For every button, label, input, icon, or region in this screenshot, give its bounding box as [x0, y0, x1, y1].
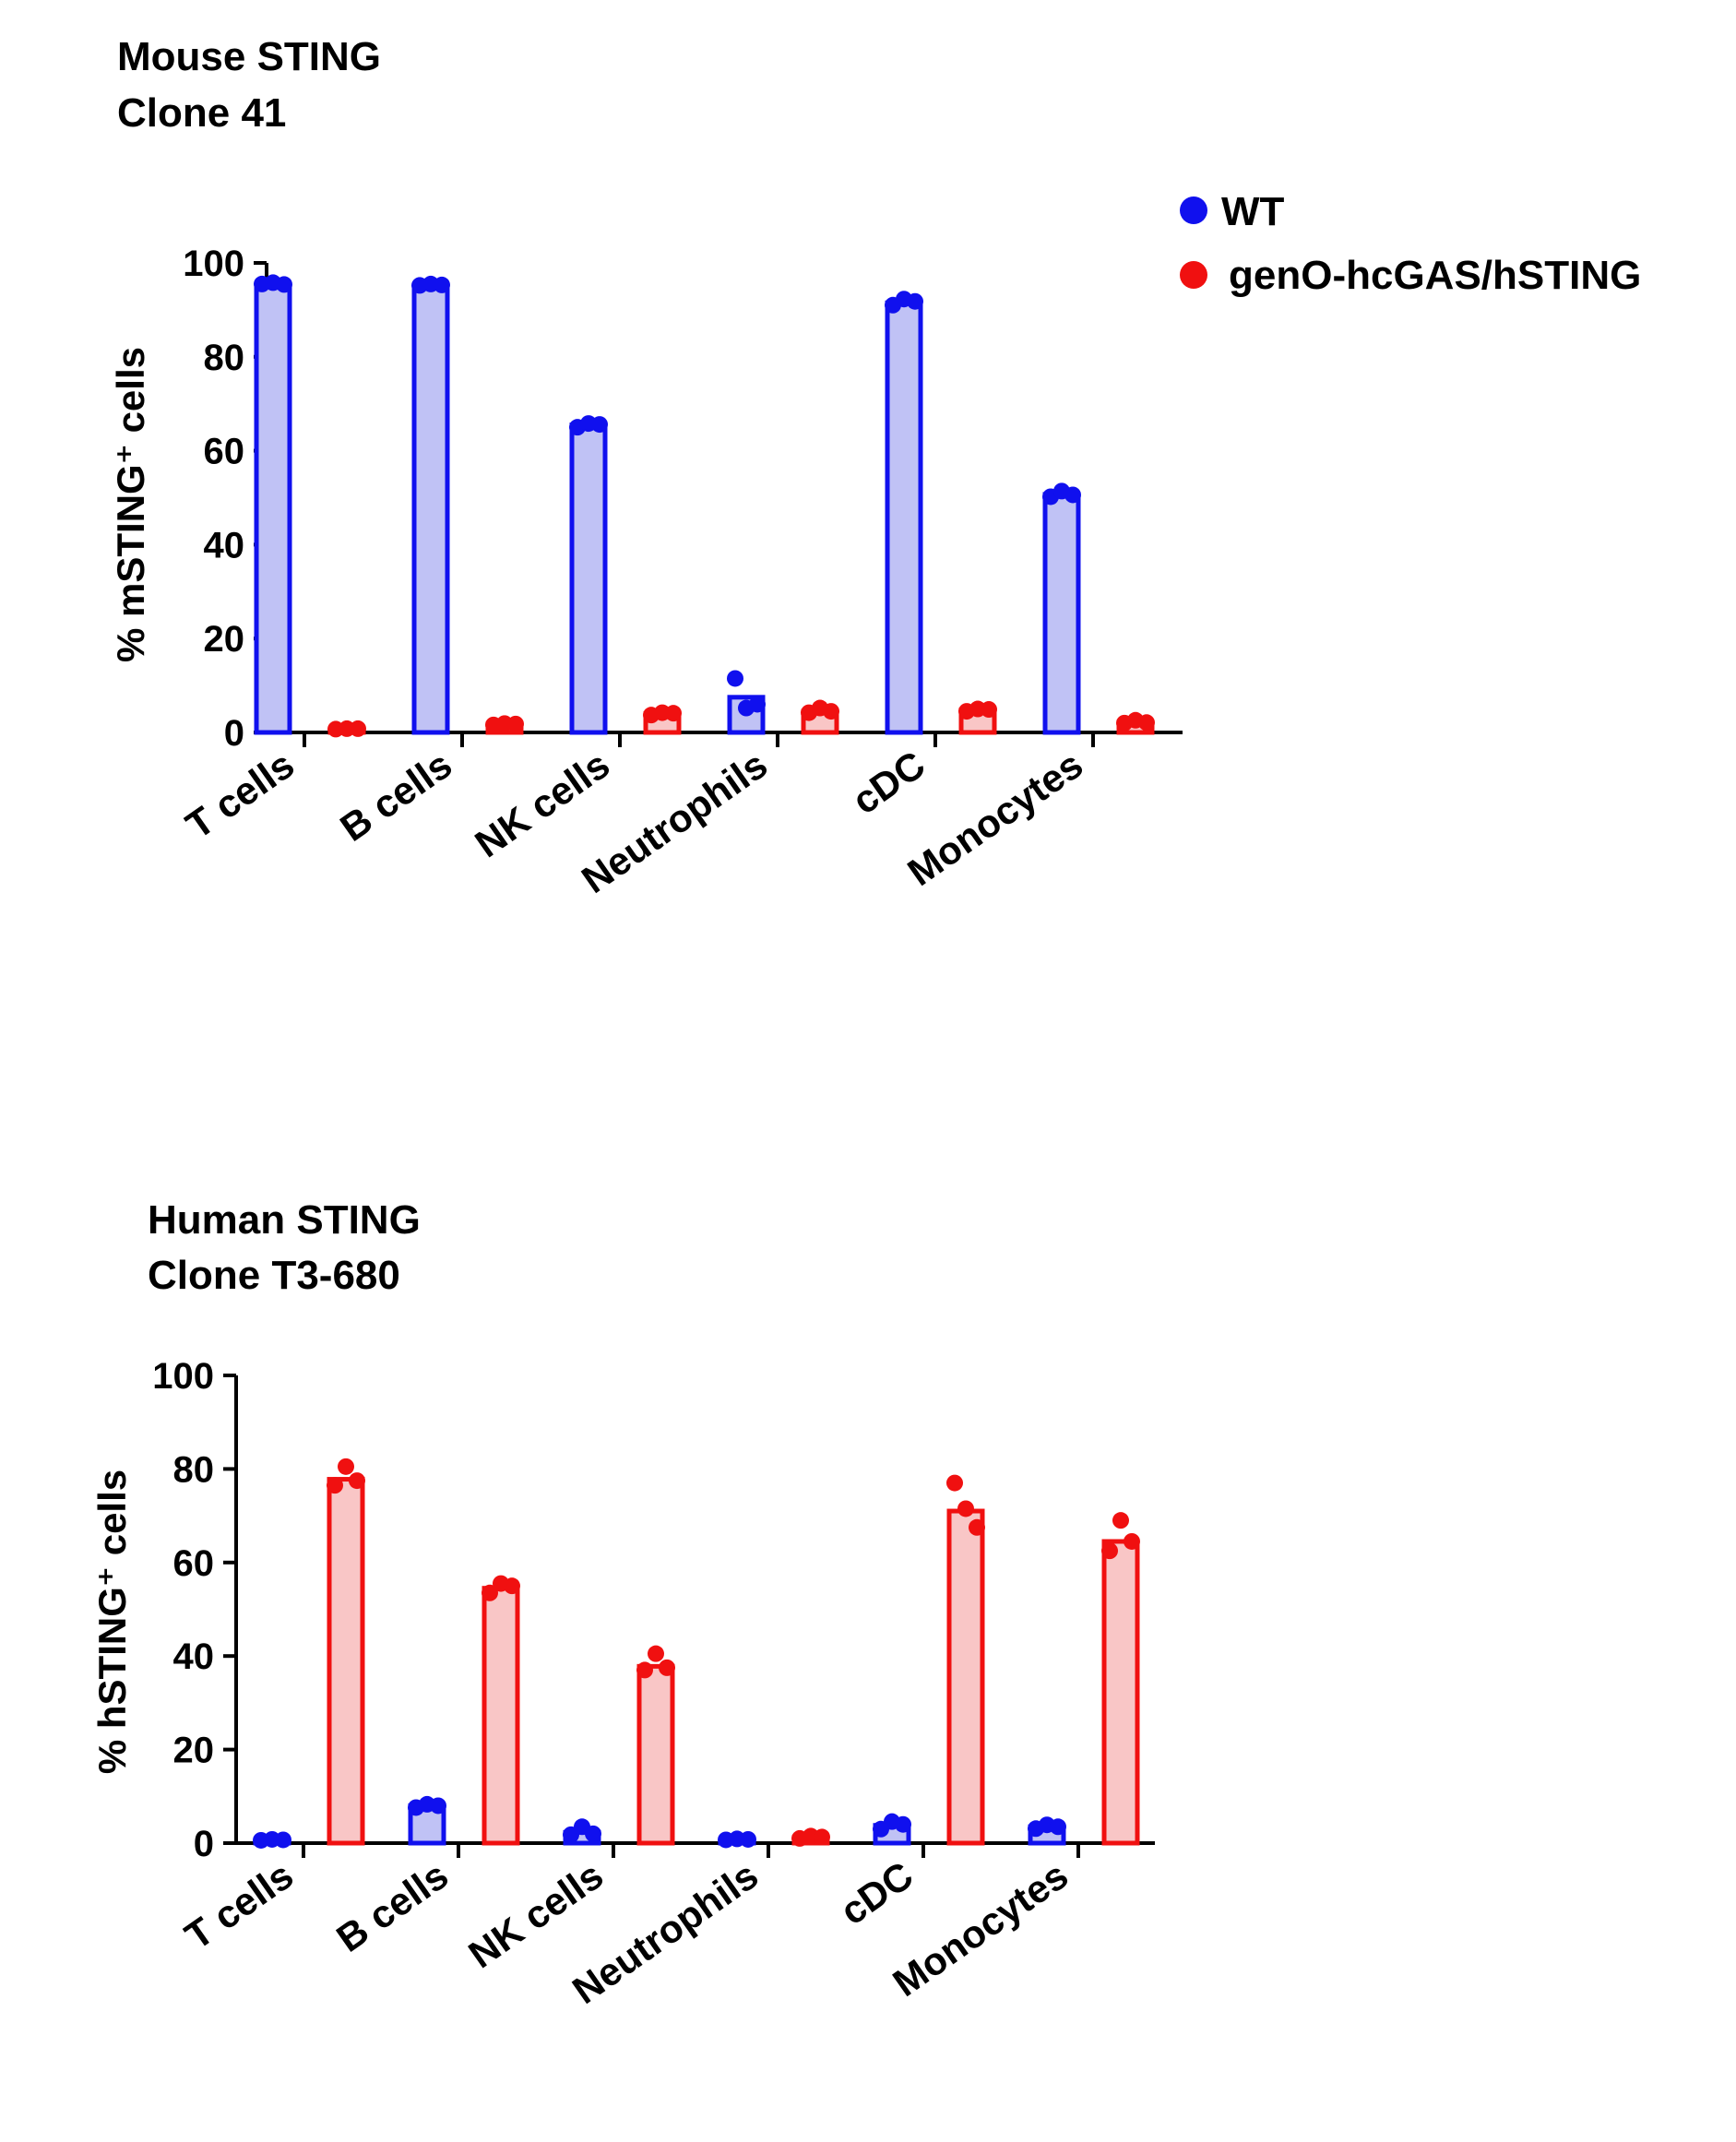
- bar-wt: [1042, 492, 1081, 735]
- data-point-tg: [665, 705, 682, 722]
- data-point-wt: [1050, 1818, 1066, 1836]
- data-point-wt: [591, 416, 608, 434]
- data-point-tg: [636, 1661, 653, 1679]
- y-tick-label: 0: [224, 713, 244, 754]
- data-point-wt: [1064, 486, 1081, 504]
- data-point-tg: [349, 1472, 365, 1490]
- data-point-tg: [946, 1474, 963, 1492]
- y-tick-label: 0: [194, 1824, 214, 1864]
- legend-marker-wt: [1180, 196, 1207, 224]
- data-point-wt: [434, 276, 450, 293]
- legend: WT genO-hcGAS/hSTING: [1180, 189, 1641, 298]
- y-tick-label: 80: [173, 1449, 215, 1490]
- x-tick-label: cDC: [844, 743, 933, 823]
- x-tick-label: Monocytes: [886, 1853, 1076, 2005]
- data-point-tg: [648, 1645, 664, 1662]
- x-tick-label: T cells: [177, 1853, 301, 1958]
- y-tick-label: 40: [204, 525, 245, 565]
- bar-wt: [254, 281, 292, 735]
- x-tick-label: T cells: [178, 743, 302, 847]
- y-tick-label: 40: [173, 1636, 215, 1677]
- y-tick-label: 60: [204, 432, 245, 472]
- y-tick-label: 80: [204, 338, 245, 378]
- data-point-tg: [327, 1477, 343, 1494]
- chart-title-line1: Mouse STING: [117, 34, 381, 79]
- data-point-tg: [969, 1518, 985, 1536]
- data-point-tg: [338, 1458, 354, 1475]
- data-point-wt: [895, 1815, 911, 1833]
- y-tick-label: 20: [204, 619, 245, 660]
- y-tick-label: 100: [183, 244, 244, 284]
- data-point-wt: [430, 1797, 446, 1815]
- bar-tg: [327, 1477, 365, 1846]
- data-point-tg: [1112, 1512, 1129, 1529]
- data-point-wt: [727, 670, 743, 687]
- x-tick-label: B cells: [328, 1853, 456, 1960]
- data-point-tg: [981, 701, 997, 719]
- data-point-tg: [504, 1577, 520, 1595]
- bar-wt: [569, 422, 608, 735]
- chart-title-line1: Human STING: [148, 1197, 421, 1243]
- chart-title-line2: Clone 41: [117, 90, 286, 136]
- bar-wt: [411, 282, 450, 735]
- data-point-tg: [1101, 1542, 1118, 1560]
- data-point-tg: [1138, 714, 1155, 732]
- x-tick-label: cDC: [832, 1853, 921, 1934]
- data-point-tg: [814, 1828, 830, 1846]
- bar-tg: [636, 1663, 675, 1846]
- bar-tg: [946, 1508, 985, 1846]
- data-point-wt: [907, 292, 923, 310]
- data-point-tg: [823, 703, 839, 720]
- y-tick-label: 100: [152, 1356, 214, 1397]
- bar-tg: [1101, 1539, 1140, 1846]
- chart-human-sting: Human STING Clone T3-680 % hSTING⁺ cells…: [90, 1197, 1155, 2012]
- y-axis-label: % hSTING⁺ cells: [90, 1470, 134, 1774]
- x-tick-label: NK cells: [460, 1853, 611, 1977]
- data-point-wt: [275, 1831, 291, 1849]
- data-point-tg: [482, 1584, 498, 1601]
- legend-label-tg: genO-hcGAS/hSTING: [1229, 253, 1641, 298]
- y-axis-label: % mSTING⁺ cells: [109, 347, 152, 662]
- bar-tg: [482, 1586, 520, 1846]
- data-point-wt: [740, 1830, 756, 1848]
- data-point-wt: [585, 1825, 601, 1842]
- y-tick-label: 20: [173, 1731, 215, 1771]
- x-tick-label: B cells: [332, 743, 459, 850]
- legend-marker-tg: [1180, 261, 1207, 289]
- bar-wt: [885, 300, 923, 735]
- data-point-tg: [1124, 1532, 1140, 1550]
- x-tick-label: Monocytes: [900, 743, 1091, 894]
- data-point-tg: [957, 1500, 974, 1517]
- data-point-wt: [276, 276, 292, 293]
- chart-title-line2: Clone T3-680: [148, 1253, 400, 1298]
- legend-label-wt: WT: [1221, 189, 1285, 234]
- chart-mouse-sting: Mouse STING Clone 41 % mSTING⁺ cells 0 20…: [109, 34, 1183, 901]
- data-point-tg: [659, 1659, 675, 1676]
- x-tick-label: NK cells: [467, 743, 617, 866]
- data-point-wt: [749, 696, 766, 713]
- data-point-tg: [507, 715, 524, 732]
- y-tick-label: 60: [173, 1543, 215, 1584]
- data-point-tg: [350, 720, 366, 737]
